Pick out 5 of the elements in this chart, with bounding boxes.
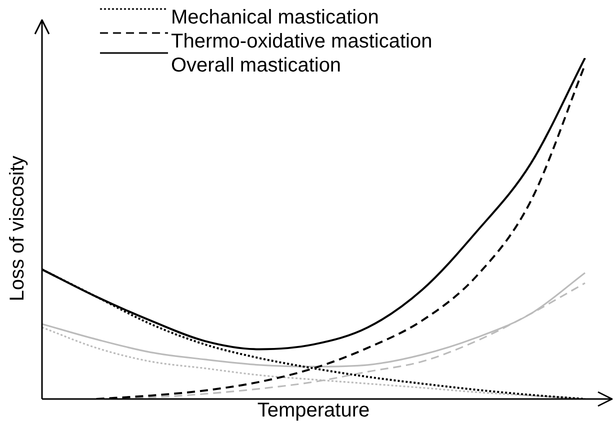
legend-label: Thermo-oxidative mastication: [171, 30, 432, 53]
y-axis-title: Loss of viscosity: [6, 156, 29, 302]
x-axis-title: Temperature: [257, 400, 370, 422]
legend-label: Overall mastication: [171, 54, 342, 77]
legend-label: Mechanical mastication: [171, 6, 379, 29]
